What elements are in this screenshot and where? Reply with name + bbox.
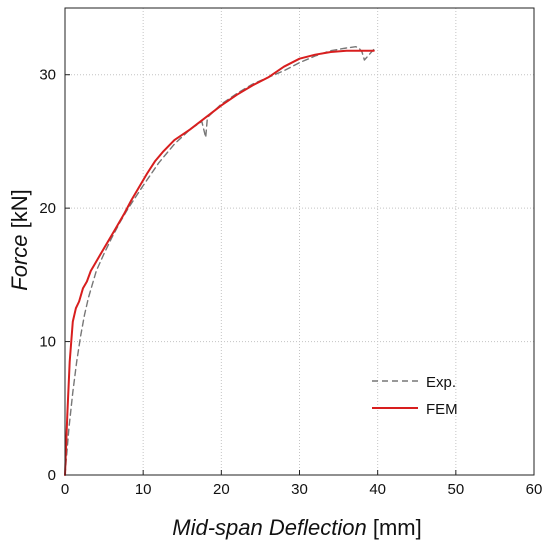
x-axis-title-name: Mid-span Deflection xyxy=(172,515,366,540)
x-tick-label: 20 xyxy=(213,481,230,498)
y-axis-title-unit: [kN] xyxy=(7,189,32,234)
legend: Exp. FEM xyxy=(372,374,458,418)
x-tick-label: 40 xyxy=(369,481,386,498)
x-axis-title-unit: [mm] xyxy=(367,515,422,540)
x-axis-title: Mid-span Deflection [mm] xyxy=(172,515,421,540)
series-line-exp xyxy=(64,46,375,476)
y-tick-label: 30 xyxy=(39,67,56,84)
y-axis-title-name: Force xyxy=(7,234,32,290)
y-axis-title: Force [kN] xyxy=(7,189,32,290)
grid xyxy=(65,8,534,475)
y-tick-label: 0 xyxy=(48,467,56,484)
x-tick-label: 30 xyxy=(291,481,308,498)
y-tick-label: 20 xyxy=(39,200,56,217)
x-tick-label: 10 xyxy=(135,481,152,498)
series-line-fem xyxy=(64,49,375,476)
x-tick-label: 0 xyxy=(61,481,69,498)
y-tick-label: 10 xyxy=(39,334,56,351)
series-layer xyxy=(64,46,375,476)
x-tick-label: 50 xyxy=(447,481,464,498)
legend-label-exp: Exp. xyxy=(426,374,456,391)
ticks: 0 10 20 30 40 50 60 0 10 20 30 xyxy=(39,67,542,498)
legend-label-fem: FEM xyxy=(426,401,458,418)
x-tick-label: 60 xyxy=(526,481,543,498)
